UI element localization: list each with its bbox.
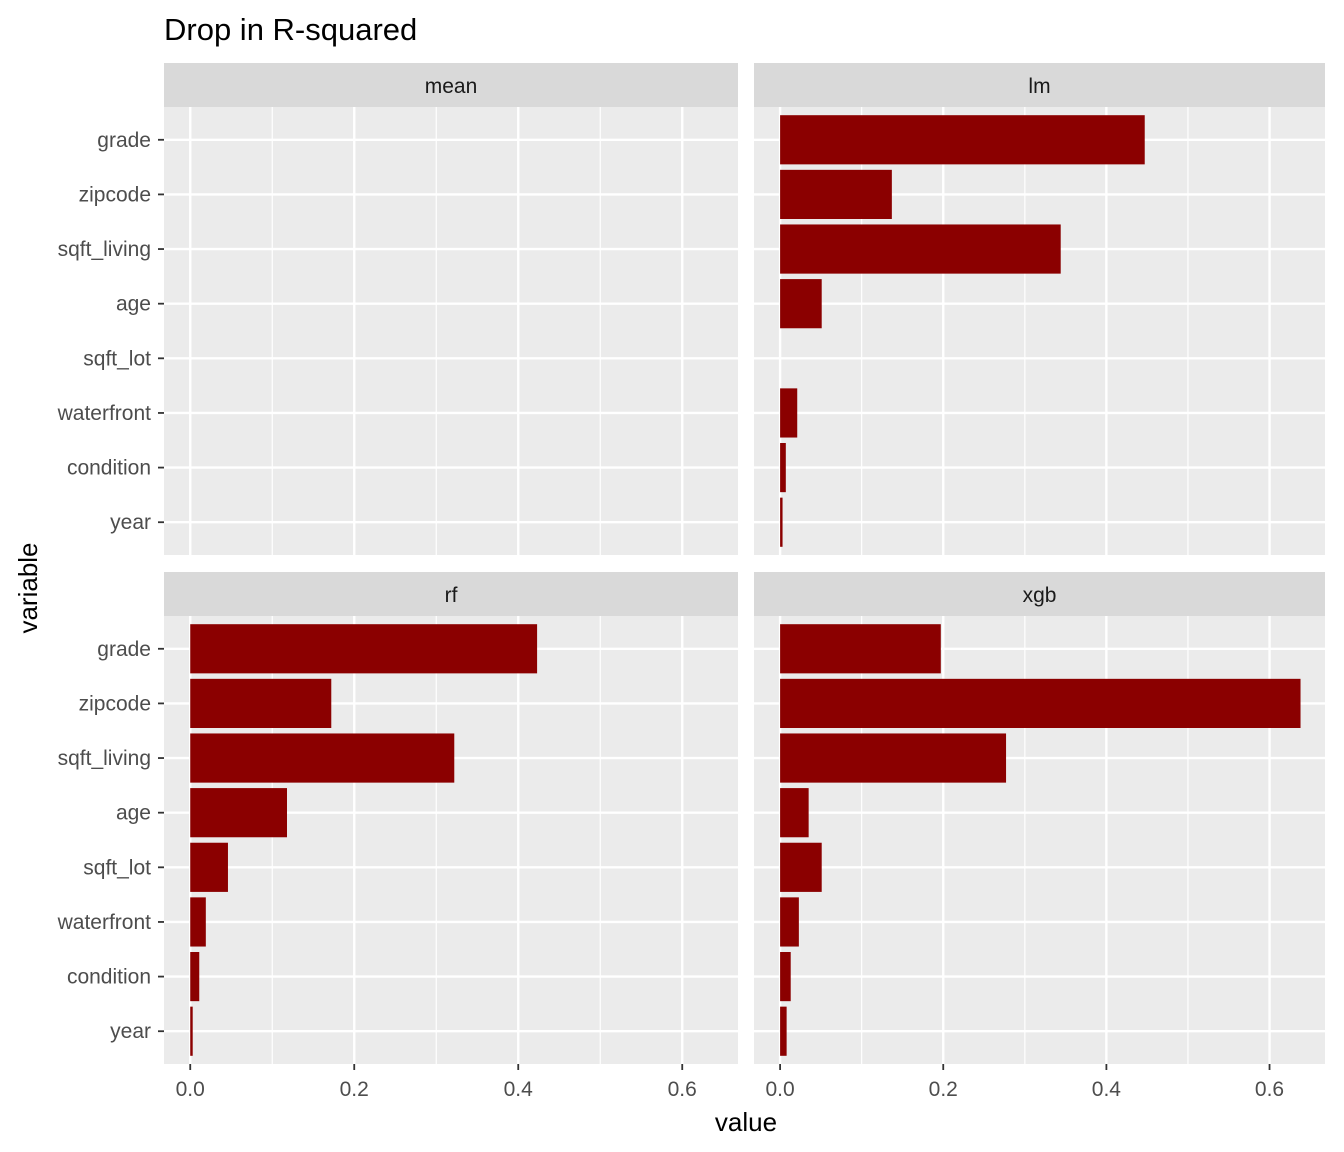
y-tick-label: waterfront xyxy=(57,911,152,934)
bar-condition xyxy=(780,952,791,1002)
facet-strip-label: rf xyxy=(445,584,458,607)
bar-age xyxy=(190,788,287,838)
facet-strip xyxy=(164,572,738,616)
bar-grade xyxy=(780,115,1145,165)
bar-condition xyxy=(780,443,786,493)
x-tick-label: 0.4 xyxy=(504,1078,534,1101)
bar-age xyxy=(780,788,809,838)
y-tick-label: grade xyxy=(97,129,151,152)
facet-panel-lm: lm xyxy=(754,63,1325,555)
bar-age xyxy=(780,279,822,329)
x-tick-label: 0.2 xyxy=(340,1078,369,1101)
x-tick-label: 0.6 xyxy=(668,1078,697,1101)
bar-sqft_lot xyxy=(190,842,228,892)
y-tick-label: waterfront xyxy=(57,402,152,425)
bar-year xyxy=(780,497,783,547)
bar-sqft_lot xyxy=(780,842,822,892)
facet-strip xyxy=(754,63,1325,107)
bar-waterfront xyxy=(190,897,206,947)
facet-strip-label: xgb xyxy=(1023,584,1057,607)
panel-background xyxy=(164,107,738,555)
x-tick-label: 0.0 xyxy=(176,1078,205,1101)
y-tick-label: sqft_lot xyxy=(83,856,151,879)
bar-waterfront xyxy=(780,897,799,947)
bar-zipcode xyxy=(780,169,892,219)
y-tick-label: sqft_living xyxy=(58,238,151,261)
x-tick-label: 0.2 xyxy=(929,1078,958,1101)
y-tick-label: grade xyxy=(97,638,151,661)
y-tick-label: age xyxy=(116,802,151,825)
y-tick-label: sqft_lot xyxy=(83,347,151,370)
x-axis-title: value xyxy=(715,1107,777,1137)
bar-sqft_living xyxy=(190,733,455,783)
y-tick-label: year xyxy=(110,1020,151,1043)
x-tick-label: 0.4 xyxy=(1092,1078,1122,1101)
bar-sqft_living xyxy=(780,224,1061,274)
x-tick-label: 0.6 xyxy=(1255,1078,1284,1101)
facet-strip-label: lm xyxy=(1028,75,1050,98)
bar-condition xyxy=(190,952,200,1002)
y-tick-label: age xyxy=(116,293,151,316)
chart-title: Drop in R-squared xyxy=(164,12,417,47)
x-tick-label: 0.0 xyxy=(766,1078,795,1101)
bar-grade xyxy=(190,624,538,674)
bar-waterfront xyxy=(780,388,798,438)
bar-zipcode xyxy=(190,678,332,728)
y-tick-label: condition xyxy=(67,966,151,989)
y-tick-label: zipcode xyxy=(79,692,151,715)
bar-year xyxy=(780,1006,787,1056)
bar-sqft_living xyxy=(780,733,1007,783)
y-tick-label: zipcode xyxy=(79,183,151,206)
y-tick-label: sqft_living xyxy=(58,747,151,770)
facet-panel-xgb: xgb 0.0 0.2 0.4 0.6 xyxy=(754,572,1325,1101)
bar-zipcode xyxy=(780,678,1301,728)
bar-grade xyxy=(780,624,941,674)
facet-panels: meangradezipcodesqft_livingagesqft_lotwa… xyxy=(57,63,1325,1101)
facet-strip-label: mean xyxy=(425,75,478,98)
y-tick-label: condition xyxy=(67,457,151,480)
facet-strip xyxy=(164,63,738,107)
bar-year xyxy=(190,1006,193,1056)
y-axis-title: variable xyxy=(13,542,43,633)
y-tick-label: year xyxy=(110,511,151,534)
facet-strip xyxy=(754,572,1325,616)
